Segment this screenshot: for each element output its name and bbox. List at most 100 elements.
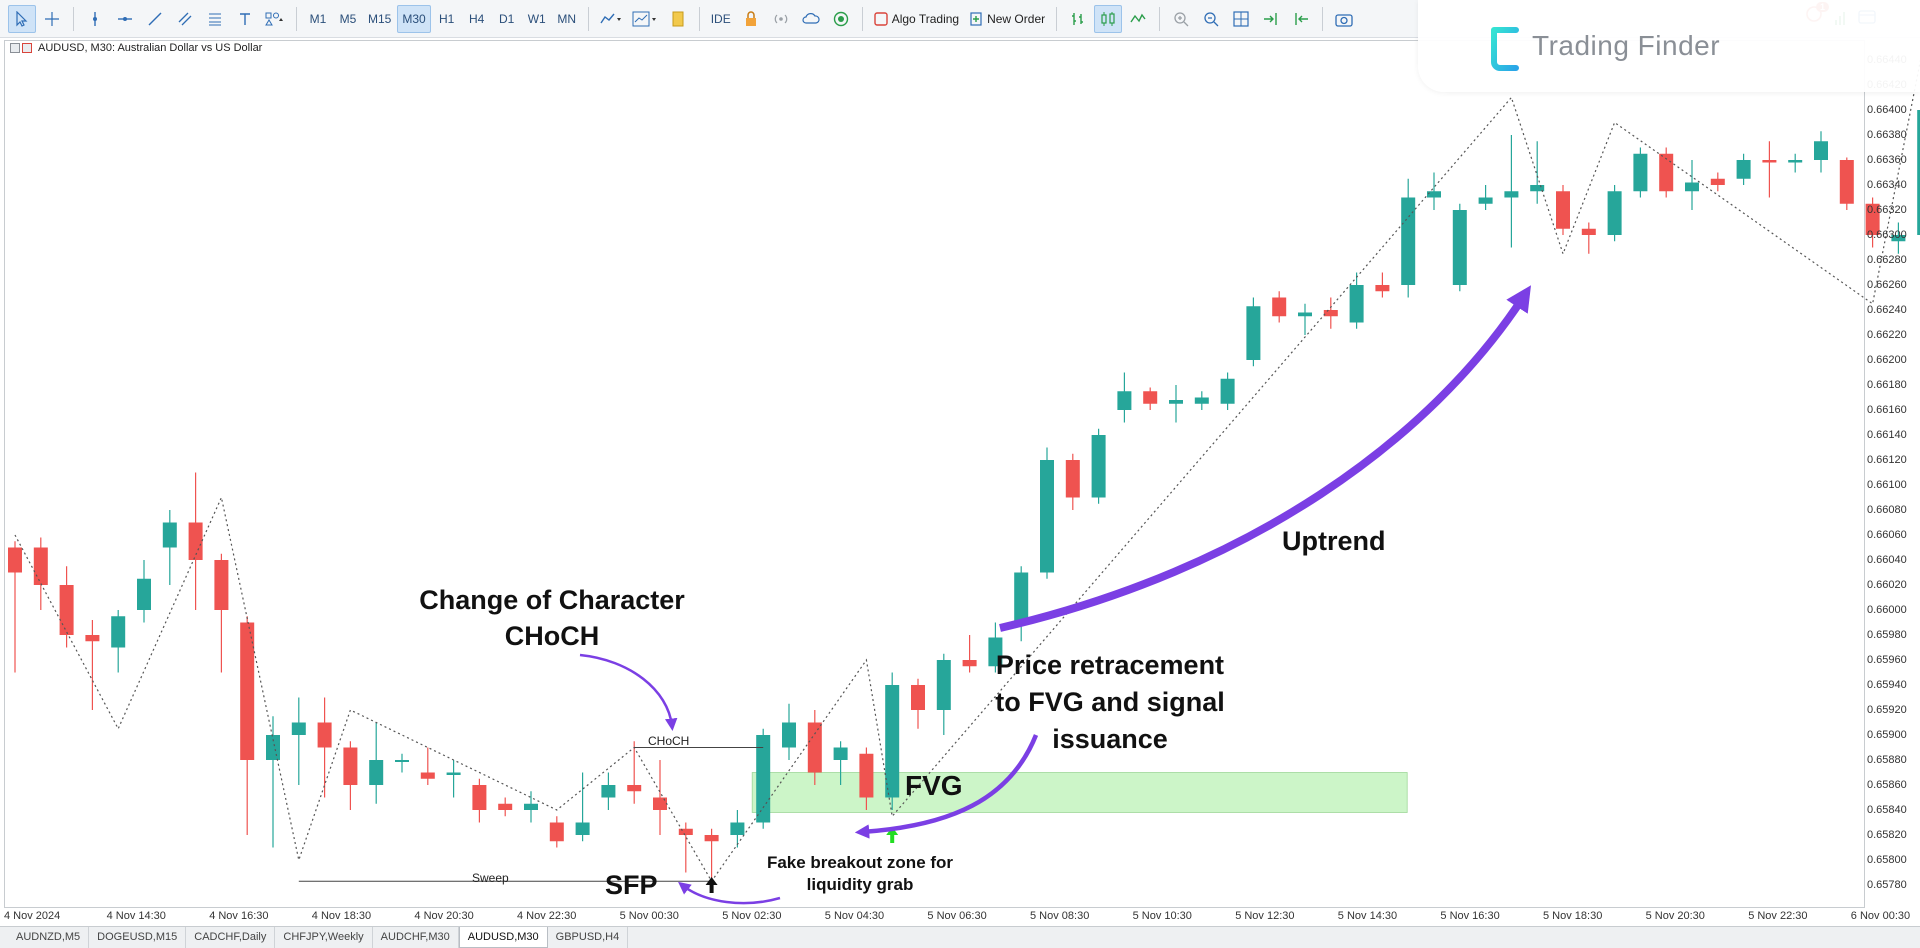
price-tick-label: 0.66280: [1867, 254, 1907, 266]
candle: [1891, 222, 1906, 254]
screenshot-icon[interactable]: [1330, 5, 1358, 33]
tab-audchf-m30[interactable]: AUDCHF,M30: [373, 927, 459, 948]
cursor-tool-icon[interactable]: [8, 4, 36, 33]
candle: [911, 678, 925, 729]
price-tick-label: 0.66400: [1867, 104, 1907, 116]
algo-trading-button[interactable]: Algo Trading: [870, 5, 963, 33]
chart-title: AUDUSD, M30: Australian Dollar vs US Dol…: [10, 42, 262, 54]
time-tick-label: 4 Nov 14:30: [106, 910, 166, 922]
candle: [859, 747, 874, 810]
tab-dogeusd-m15[interactable]: DOGEUSD,M15: [89, 927, 187, 948]
price-tick-label: 0.65860: [1867, 779, 1907, 791]
timeframe-h4[interactable]: H4: [469, 11, 485, 26]
candle-body: [395, 760, 409, 762]
tab-cadchf-daily[interactable]: CADCHF,Daily: [186, 927, 276, 948]
fvg-zone: [751, 772, 1408, 813]
candle-body: [240, 622, 255, 760]
choch-annotation-line-1: Change of Character: [419, 585, 685, 615]
choch-annotation-line-2: CHoCH: [504, 621, 600, 651]
chart-type-icon[interactable]: [596, 5, 626, 33]
signal-icon[interactable]: [767, 5, 795, 33]
bar-chart-icon[interactable]: [1064, 5, 1092, 33]
timeframe-d1[interactable]: D1: [499, 11, 515, 26]
trading-finder-logo-icon: [1480, 18, 1519, 74]
chart-window[interactable]: [4, 40, 1864, 908]
toolbar-separator: [1056, 6, 1058, 31]
ide-button[interactable]: IDE: [710, 11, 731, 26]
price-tick-label: 0.65940: [1867, 679, 1907, 691]
candle: [549, 816, 564, 848]
chart-shift-icon[interactable]: [1287, 5, 1315, 33]
candle: [653, 760, 667, 835]
time-tick-label: 6 Nov 00:30: [1850, 910, 1911, 922]
tile-windows-icon[interactable]: [1227, 5, 1255, 33]
candle: [291, 697, 306, 785]
candle: [1788, 153, 1803, 173]
tab-audnzd-m5[interactable]: AUDNZD,M5: [8, 927, 90, 948]
line-chart-icon[interactable]: [1124, 5, 1152, 33]
time-tick-label: 5 Nov 00:30: [619, 910, 679, 922]
candle-body: [1839, 160, 1854, 204]
candle: [1220, 372, 1235, 410]
candle: [59, 566, 74, 648]
chart-title-text: AUDUSD, M30: Australian Dollar vs US Dol…: [38, 42, 263, 54]
candle-body: [1117, 391, 1132, 410]
horizontal-line-tool-icon[interactable]: [111, 5, 139, 33]
fibonacci-tool-icon[interactable]: [201, 5, 229, 33]
uptrend-annotation-arrow: [999, 285, 1532, 632]
candle-body: [1607, 191, 1622, 235]
autoscroll-icon[interactable]: [1257, 5, 1285, 33]
time-tick-label: 4 Nov 18:30: [311, 910, 372, 922]
candle-body: [1788, 160, 1803, 163]
candle: [33, 537, 48, 610]
candle-body: [988, 637, 1003, 667]
candle: [137, 560, 151, 623]
templates-icon[interactable]: [664, 5, 692, 33]
candle: [1246, 297, 1261, 367]
timeframe-m30[interactable]: M30: [397, 4, 431, 33]
tab-chfjpy-weekly[interactable]: CHFJPY,Weekly: [275, 927, 373, 948]
fake-breakout-line-1: Fake breakout zone for: [766, 853, 954, 872]
fake-breakout-annotation: Fake breakout zone for liquidity grab: [740, 852, 980, 896]
crosshair-tool-icon[interactable]: [38, 5, 66, 33]
timeframe-m5[interactable]: M5: [339, 11, 357, 26]
zoom-in-icon[interactable]: [1167, 5, 1195, 33]
candle: [214, 553, 229, 673]
candles-layer: [8, 110, 1920, 885]
price-tick-label: 0.66300: [1867, 229, 1907, 241]
cloud-icon[interactable]: [797, 5, 825, 33]
shapes-tool-icon[interactable]: [261, 5, 289, 33]
candle: [1478, 185, 1493, 210]
text-tool-icon[interactable]: [231, 5, 259, 33]
channel-tool-icon[interactable]: [171, 5, 199, 33]
candle: [756, 728, 771, 829]
new-order-button[interactable]: New Order: [965, 5, 1049, 33]
price-tick-label: 0.66140: [1867, 429, 1907, 441]
trendline-tool-icon[interactable]: [141, 5, 169, 33]
candle-body: [1736, 160, 1751, 179]
tab-audusd-m30[interactable]: AUDUSD,M30: [458, 927, 548, 948]
candle: [1530, 141, 1545, 204]
lock-icon[interactable]: [737, 5, 765, 33]
trading-finder-logo-text: Trading Finder: [1532, 30, 1721, 61]
zoom-out-icon[interactable]: [1197, 5, 1225, 33]
indicators-icon[interactable]: [628, 5, 662, 33]
market-icon[interactable]: [827, 5, 855, 33]
tab-gbpusd-h4[interactable]: GBPUSD,H4: [548, 927, 629, 948]
timeframe-m1[interactable]: M1: [309, 11, 327, 26]
timeframe-w1[interactable]: W1: [527, 11, 546, 26]
price-scale[interactable]: [1864, 40, 1920, 908]
candle: [472, 778, 487, 823]
timeframe-mn[interactable]: MN: [557, 11, 577, 26]
candle: [833, 741, 848, 785]
vertical-line-tool-icon[interactable]: [81, 5, 109, 33]
price-tick-label: 0.65900: [1867, 729, 1907, 741]
candle-body: [859, 753, 874, 798]
price-tick-label: 0.65840: [1867, 804, 1907, 816]
timeframe-h1[interactable]: H1: [439, 11, 455, 26]
timeframe-m15[interactable]: M15: [368, 11, 392, 26]
candle-body: [1401, 197, 1416, 285]
candlestick-chart-icon[interactable]: [1094, 4, 1123, 33]
candle: [1040, 447, 1054, 579]
